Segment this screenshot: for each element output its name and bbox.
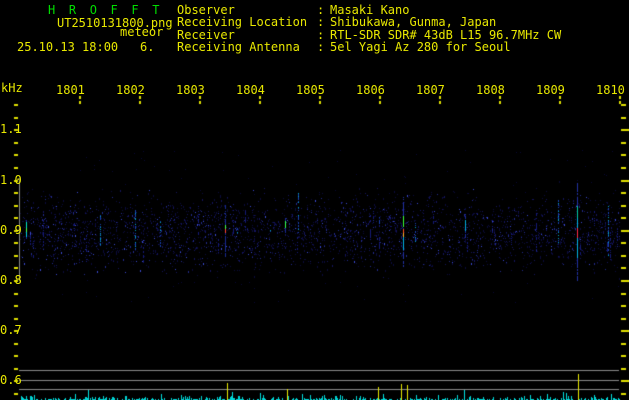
time-label: 1805 [296,83,325,97]
freq-label: 1.1 [0,122,22,136]
time-label: 1808 [476,83,505,97]
echo-count: 6. [140,40,155,54]
app-title: H R O F F T [48,3,163,17]
field-label-location: Receiving Location [177,15,308,29]
freq-label: 1.0 [0,173,22,187]
time-label: 1806 [356,83,385,97]
freq-label: 0.6 [0,373,22,387]
field-label-receiver: Receiver [177,28,235,42]
field-value-antenna: 5el Yagi Az 280 for Seoul [330,40,511,54]
field-value-observer: Masaki Kano [330,3,410,17]
freq-label: 0.7 [0,323,22,337]
field-label-observer: Observer [177,3,235,17]
field-value-receiver: RTL-SDR SDR# 43dB L15 96.7MHz CW [330,28,562,42]
time-label: 1803 [176,83,205,97]
time-label: 1804 [236,83,265,97]
field-separator: : [317,3,325,17]
field-separator: : [317,28,325,42]
field-separator: : [317,15,325,29]
time-label: 1801 [56,83,85,97]
field-separator: : [317,40,325,54]
freq-label: 0.8 [0,273,22,287]
mode-label: meteor [120,25,164,39]
field-value-location: Shibukawa, Gunma, Japan [330,15,497,29]
time-label: 1807 [416,83,445,97]
filename-label: UT2510131800.png [57,16,173,30]
field-label-antenna: Receiving Antenna [177,40,300,54]
time-label: 1802 [116,83,145,97]
datetime-label: 25.10.13 18:00 [17,40,119,54]
freq-axis-unit: kHz [1,81,23,95]
time-label: 1810 [596,83,625,97]
freq-label: 0.9 [0,223,22,237]
time-label: 1809 [536,83,565,97]
